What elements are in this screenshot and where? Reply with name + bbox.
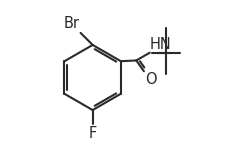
Text: HN: HN xyxy=(150,37,172,52)
Text: Br: Br xyxy=(64,16,80,31)
Text: O: O xyxy=(145,73,156,87)
Text: F: F xyxy=(89,126,97,141)
